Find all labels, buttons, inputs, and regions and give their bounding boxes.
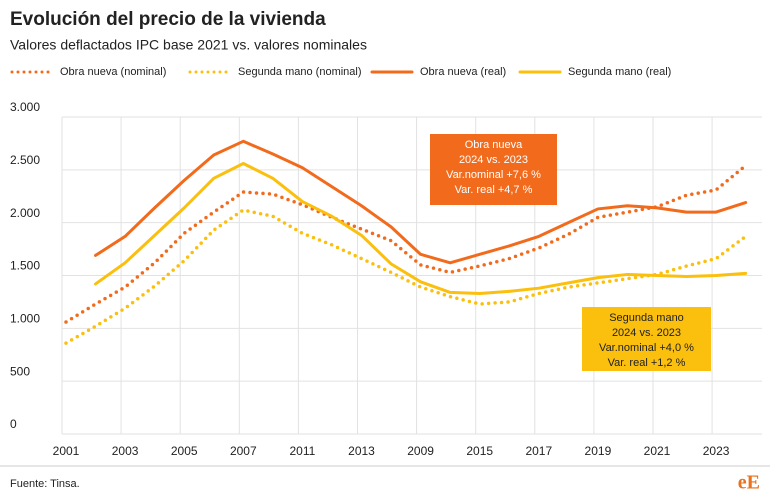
series-line <box>94 139 748 265</box>
y-tick-label: 1.500 <box>10 259 40 273</box>
chart-subtitle: Valores deflactados IPC base 2021 vs. va… <box>10 37 367 53</box>
annotation-text: Obra nueva <box>465 139 523 151</box>
annotation-box <box>582 307 711 371</box>
source: Fuente: Tinsa. <box>10 478 80 490</box>
x-tick-label: 2007 <box>230 444 257 458</box>
y-tick-label: 500 <box>10 364 30 378</box>
y-tick-label: 2.000 <box>10 206 40 220</box>
series-line <box>64 163 748 324</box>
logo: eE <box>738 472 760 494</box>
legend-label: Segunda mano (nominal) <box>238 66 362 78</box>
series-line <box>64 208 748 345</box>
annotation-box <box>430 134 557 205</box>
y-tick-label: 0 <box>10 417 17 431</box>
legend-label: Segunda mano (real) <box>568 66 671 78</box>
y-tick-label: 2.500 <box>10 153 40 167</box>
annotation-text: Var.nominal +4,0 % <box>599 342 694 354</box>
x-tick-label: 2009 <box>407 444 434 458</box>
chart-title: Evolución del precio de la vivienda <box>10 9 326 30</box>
series-line <box>94 161 748 295</box>
legend-label: Obra nueva (real) <box>420 66 506 78</box>
y-tick-label: 3.000 <box>10 100 40 114</box>
x-tick-label: 2021 <box>644 444 671 458</box>
x-tick-label: 2005 <box>171 444 198 458</box>
x-tick-label: 2001 <box>53 444 80 458</box>
annotation-text: 2024 vs. 2023 <box>459 154 528 166</box>
x-tick-label: 2019 <box>585 444 612 458</box>
legend-label: Obra nueva (nominal) <box>60 66 166 78</box>
annotation-text: Var. real +1,2 % <box>608 357 686 369</box>
y-tick-label: 1.000 <box>10 312 40 326</box>
annotation-text: Var.nominal +7,6 % <box>446 169 541 181</box>
x-tick-label: 2023 <box>703 444 730 458</box>
annotation-text: 2024 vs. 2023 <box>612 327 681 339</box>
annotation-text: Segunda mano <box>609 312 684 324</box>
x-tick-label: 2017 <box>525 444 552 458</box>
x-tick-label: 2011 <box>289 444 315 458</box>
x-tick-label: 2013 <box>348 444 375 458</box>
x-tick-label: 2015 <box>466 444 493 458</box>
annotation-text: Var. real +4,7 % <box>455 184 533 196</box>
x-tick-label: 2003 <box>112 444 139 458</box>
